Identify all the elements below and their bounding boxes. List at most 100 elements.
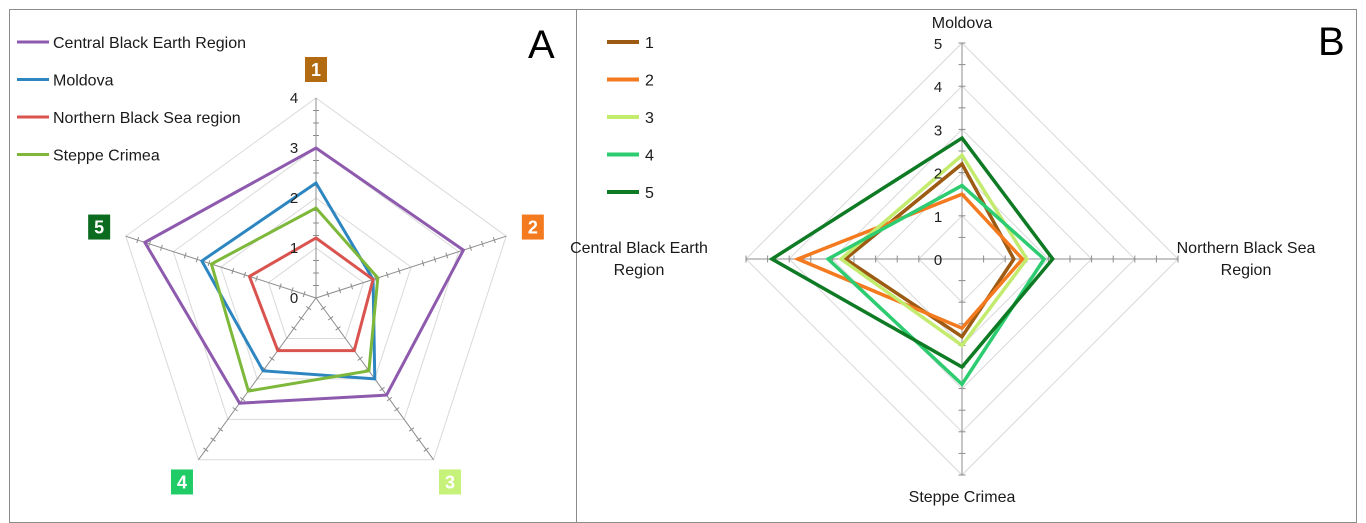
axis-label: Northern Black Sea	[1177, 240, 1316, 257]
axis-label: Steppe Crimea	[909, 489, 1016, 506]
legend-a: Central Black Earth Region Moldova Norther…	[17, 35, 246, 165]
tick-label: 2	[934, 166, 942, 183]
axis-minor-tick	[357, 356, 363, 361]
axis-minor-tick	[232, 407, 238, 412]
tick-label: 5	[934, 36, 942, 53]
axis-minor-tick	[255, 275, 258, 282]
axis-spoke-5	[125, 235, 317, 299]
axis-minor-tick	[278, 283, 282, 290]
axis-minor-tick	[231, 267, 235, 274]
axis-badge-4	[170, 469, 193, 495]
axis-minor-tick	[469, 244, 472, 251]
axis-minor-tick	[492, 237, 496, 244]
radar-series-b	[768, 135, 1055, 387]
axis-minor-tick	[305, 305, 312, 311]
axis-label: Central Black Earth	[570, 240, 708, 257]
axis-minor-tick	[217, 427, 224, 432]
legend-label: Central Black Earth Region	[53, 35, 246, 52]
axis-minor-tick	[136, 237, 140, 244]
tick-label: 0	[290, 290, 298, 307]
axis-minor-tick	[385, 271, 389, 278]
axis-label: Region	[614, 262, 665, 279]
legend-label: 1	[645, 35, 654, 52]
axis-badge-label: 4	[177, 472, 187, 492]
tick-label: 3	[934, 122, 942, 139]
figure-frame	[9, 9, 1357, 523]
series-line-5	[768, 135, 1055, 370]
radar-ticks-a: 0 1 2 3 4	[290, 90, 298, 307]
axis-minor-tick	[302, 291, 306, 298]
axis-minor-tick	[335, 326, 341, 331]
radar-series-a	[142, 146, 466, 405]
axis-minor-tick	[397, 267, 401, 274]
axis-minor-tick	[416, 437, 422, 442]
tick-label: 3	[290, 140, 298, 157]
axis-minor-tick	[350, 283, 354, 290]
axis-label: Region	[1221, 262, 1272, 279]
axis-minor-tick	[394, 407, 400, 412]
axis-minor-tick	[269, 356, 275, 361]
axis-minor-tick	[203, 447, 209, 452]
axis-badge-2	[521, 214, 544, 240]
axis-minor-tick	[195, 256, 199, 263]
axis-spoke-2	[315, 235, 507, 299]
axis-minor-tick	[291, 326, 297, 331]
series-line-2	[247, 236, 375, 353]
axis-minor-tick	[421, 260, 425, 267]
axis-badge-1	[305, 57, 327, 82]
legend-label: 3	[645, 110, 654, 127]
tick-label: 1	[934, 209, 942, 226]
panel-a: A 0 1 2 3 4 1 2 3 4 5 Central Black Earth Region…	[17, 23, 555, 495]
axis-minor-tick	[239, 396, 246, 402]
panel-b-label: B	[1318, 20, 1345, 64]
radar-grid-b	[745, 42, 1179, 476]
legend-label: 4	[645, 148, 654, 165]
series-line-3	[209, 206, 380, 393]
axis-minor-tick	[207, 260, 211, 267]
axis-spoke-4	[198, 297, 317, 461]
axis-minor-tick	[379, 386, 385, 392]
axis-minor-tick	[148, 240, 151, 247]
axis-badge-label: 1	[311, 60, 321, 80]
axis-label: Moldova	[932, 15, 993, 32]
axis-minor-tick	[320, 305, 327, 311]
axis-badges-a: 1 2 3 4 5	[88, 57, 544, 495]
legend-label: 2	[645, 73, 654, 90]
axis-minor-tick	[243, 271, 247, 278]
grid-ring	[267, 247, 365, 339]
axis-minor-tick	[326, 291, 330, 298]
axis-minor-tick	[386, 396, 393, 402]
axis-minor-tick	[160, 244, 163, 251]
grid-ring	[125, 97, 507, 461]
grid-ring	[172, 147, 460, 420]
axis-minor-tick	[183, 252, 187, 259]
tick-label: 4	[290, 90, 298, 107]
legend-label: Steppe Crimea	[53, 148, 160, 165]
axis-labels-b: Moldova Northern Black Sea Region Steppe Cr…	[570, 15, 1315, 506]
axis-minor-tick	[327, 316, 334, 321]
axis-badge-label: 5	[94, 218, 104, 238]
axis-badge-3	[439, 469, 462, 495]
radar-ticks-b: 0 1 2 3 4 5	[934, 36, 942, 269]
tick-label: 1	[290, 240, 298, 257]
legend-label: Moldova	[53, 73, 114, 90]
legend-b: 1 2 3 4 5	[607, 35, 654, 202]
axis-minor-tick	[338, 287, 342, 294]
legend-label: Northern Black Sea region	[53, 110, 241, 127]
axis-minor-tick	[481, 240, 484, 247]
tick-label: 2	[290, 190, 298, 207]
legend-label: 5	[645, 185, 654, 202]
axis-minor-tick	[423, 447, 429, 452]
axis-badge-5	[88, 214, 111, 240]
tick-label: 4	[934, 79, 942, 96]
series-line-0	[142, 146, 466, 405]
axis-minor-tick	[298, 316, 305, 321]
tick-label: 0	[934, 252, 942, 269]
panel-a-label: A	[528, 23, 555, 67]
axis-minor-tick	[433, 256, 437, 263]
axis-badge-label: 3	[445, 472, 455, 492]
axis-minor-tick	[210, 437, 216, 442]
axis-minor-tick	[445, 252, 449, 259]
axis-minor-tick	[408, 427, 415, 432]
